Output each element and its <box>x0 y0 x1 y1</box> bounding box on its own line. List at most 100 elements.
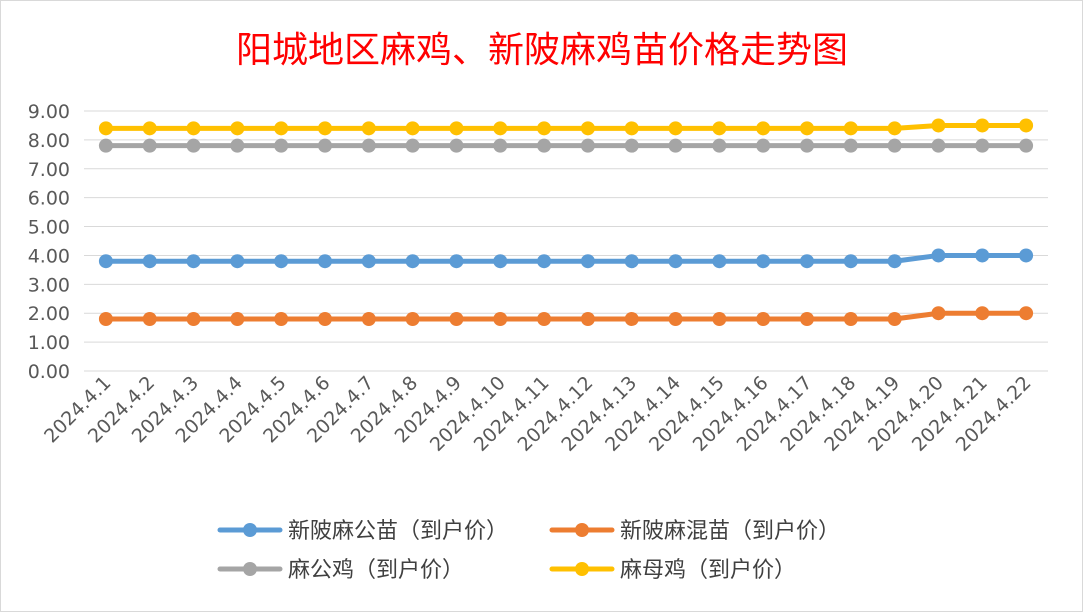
data-point <box>756 254 771 269</box>
series-line <box>103 252 1029 264</box>
data-point <box>230 121 245 136</box>
series-line <box>103 310 1029 322</box>
data-point <box>318 254 332 269</box>
y-tick-label: 3.00 <box>28 274 70 296</box>
data-point <box>449 312 464 326</box>
data-point <box>931 118 946 133</box>
series-3 <box>98 138 1034 153</box>
data-point <box>186 312 201 326</box>
data-point <box>274 254 289 269</box>
y-tick-label: 1.00 <box>28 332 70 354</box>
data-point <box>624 254 639 269</box>
data-point <box>230 254 245 269</box>
data-point <box>142 312 157 326</box>
data-point <box>843 254 858 269</box>
data-point <box>449 254 464 269</box>
data-point <box>975 248 990 263</box>
data-point <box>142 121 157 136</box>
data-point <box>449 138 464 153</box>
series-1 <box>98 248 1034 269</box>
data-point <box>274 312 289 326</box>
legend: 新陂麻公苗（到户价） 新陂麻混苗（到户价） 麻公鸡（到户价） 麻母鸡（到户价） <box>217 519 840 583</box>
data-point <box>712 138 727 153</box>
data-point <box>537 254 552 269</box>
data-point <box>318 312 332 326</box>
data-point <box>931 306 946 321</box>
data-point <box>361 254 376 269</box>
data-point <box>624 312 639 326</box>
legend-label: 新陂麻公苗（到户价） <box>288 519 508 544</box>
data-point <box>405 138 420 153</box>
data-point <box>843 138 858 153</box>
data-point <box>975 306 990 321</box>
data-point <box>186 138 201 153</box>
data-point <box>274 121 289 136</box>
y-tick-label: 5.00 <box>28 217 70 239</box>
data-point <box>361 121 376 136</box>
y-tick-label: 8.00 <box>28 130 70 152</box>
data-point <box>668 312 683 326</box>
data-point <box>142 138 157 153</box>
data-point <box>800 138 814 153</box>
data-point <box>142 254 157 269</box>
data-point <box>756 138 771 153</box>
data-point <box>230 138 245 153</box>
gridlines <box>84 110 1048 372</box>
data-point <box>668 138 683 153</box>
legend-swatch-marker <box>575 523 589 537</box>
legend-label: 麻母鸡（到户价） <box>620 558 796 583</box>
data-point <box>887 138 902 153</box>
data-point <box>186 121 201 136</box>
data-point <box>318 121 332 136</box>
legend-swatch-marker <box>575 562 589 576</box>
series-group <box>98 118 1034 326</box>
data-point <box>887 121 902 136</box>
series-2 <box>98 306 1034 326</box>
data-point <box>624 121 639 136</box>
data-point <box>756 121 771 136</box>
legend-swatch-marker <box>243 562 257 576</box>
data-point <box>405 254 420 269</box>
data-point <box>975 138 990 153</box>
data-point <box>931 248 946 263</box>
data-point <box>580 312 595 326</box>
series-4 <box>98 118 1034 136</box>
y-tick-label: 6.00 <box>28 188 70 210</box>
legend-item: 新陂麻公苗（到户价） <box>217 519 508 544</box>
chart-title: 阳城地区麻鸡、新陂麻鸡苗价格走势图 <box>236 30 848 71</box>
data-point <box>98 312 113 326</box>
data-point <box>186 254 201 269</box>
data-point <box>361 312 376 326</box>
data-point <box>668 254 683 269</box>
data-point <box>712 121 727 136</box>
data-point <box>405 121 420 136</box>
x-axis-ticks: 2024.4.12024.4.22024.4.32024.4.42024.4.5… <box>40 372 1036 456</box>
data-point <box>843 312 858 326</box>
data-point <box>98 121 113 136</box>
data-point <box>493 121 508 136</box>
data-point <box>537 121 552 136</box>
data-point <box>580 254 595 269</box>
data-point <box>98 254 113 269</box>
y-tick-label: 4.00 <box>28 245 70 267</box>
data-point <box>975 118 990 133</box>
data-point <box>800 254 814 269</box>
legend-item: 新陂麻混苗（到户价） <box>549 519 840 544</box>
data-point <box>537 312 552 326</box>
data-point <box>1019 118 1034 133</box>
data-point <box>537 138 552 153</box>
data-point <box>449 121 464 136</box>
data-point <box>98 138 113 153</box>
data-point <box>1019 138 1034 153</box>
data-point <box>1019 248 1034 263</box>
data-point <box>800 312 814 326</box>
legend-item: 麻公鸡（到户价） <box>217 558 464 583</box>
data-point <box>318 138 332 153</box>
data-point <box>931 138 946 153</box>
series-line <box>103 122 1029 131</box>
data-point <box>887 312 902 326</box>
data-point <box>1019 306 1034 321</box>
data-point <box>712 312 727 326</box>
y-tick-label: 0.00 <box>28 361 70 383</box>
